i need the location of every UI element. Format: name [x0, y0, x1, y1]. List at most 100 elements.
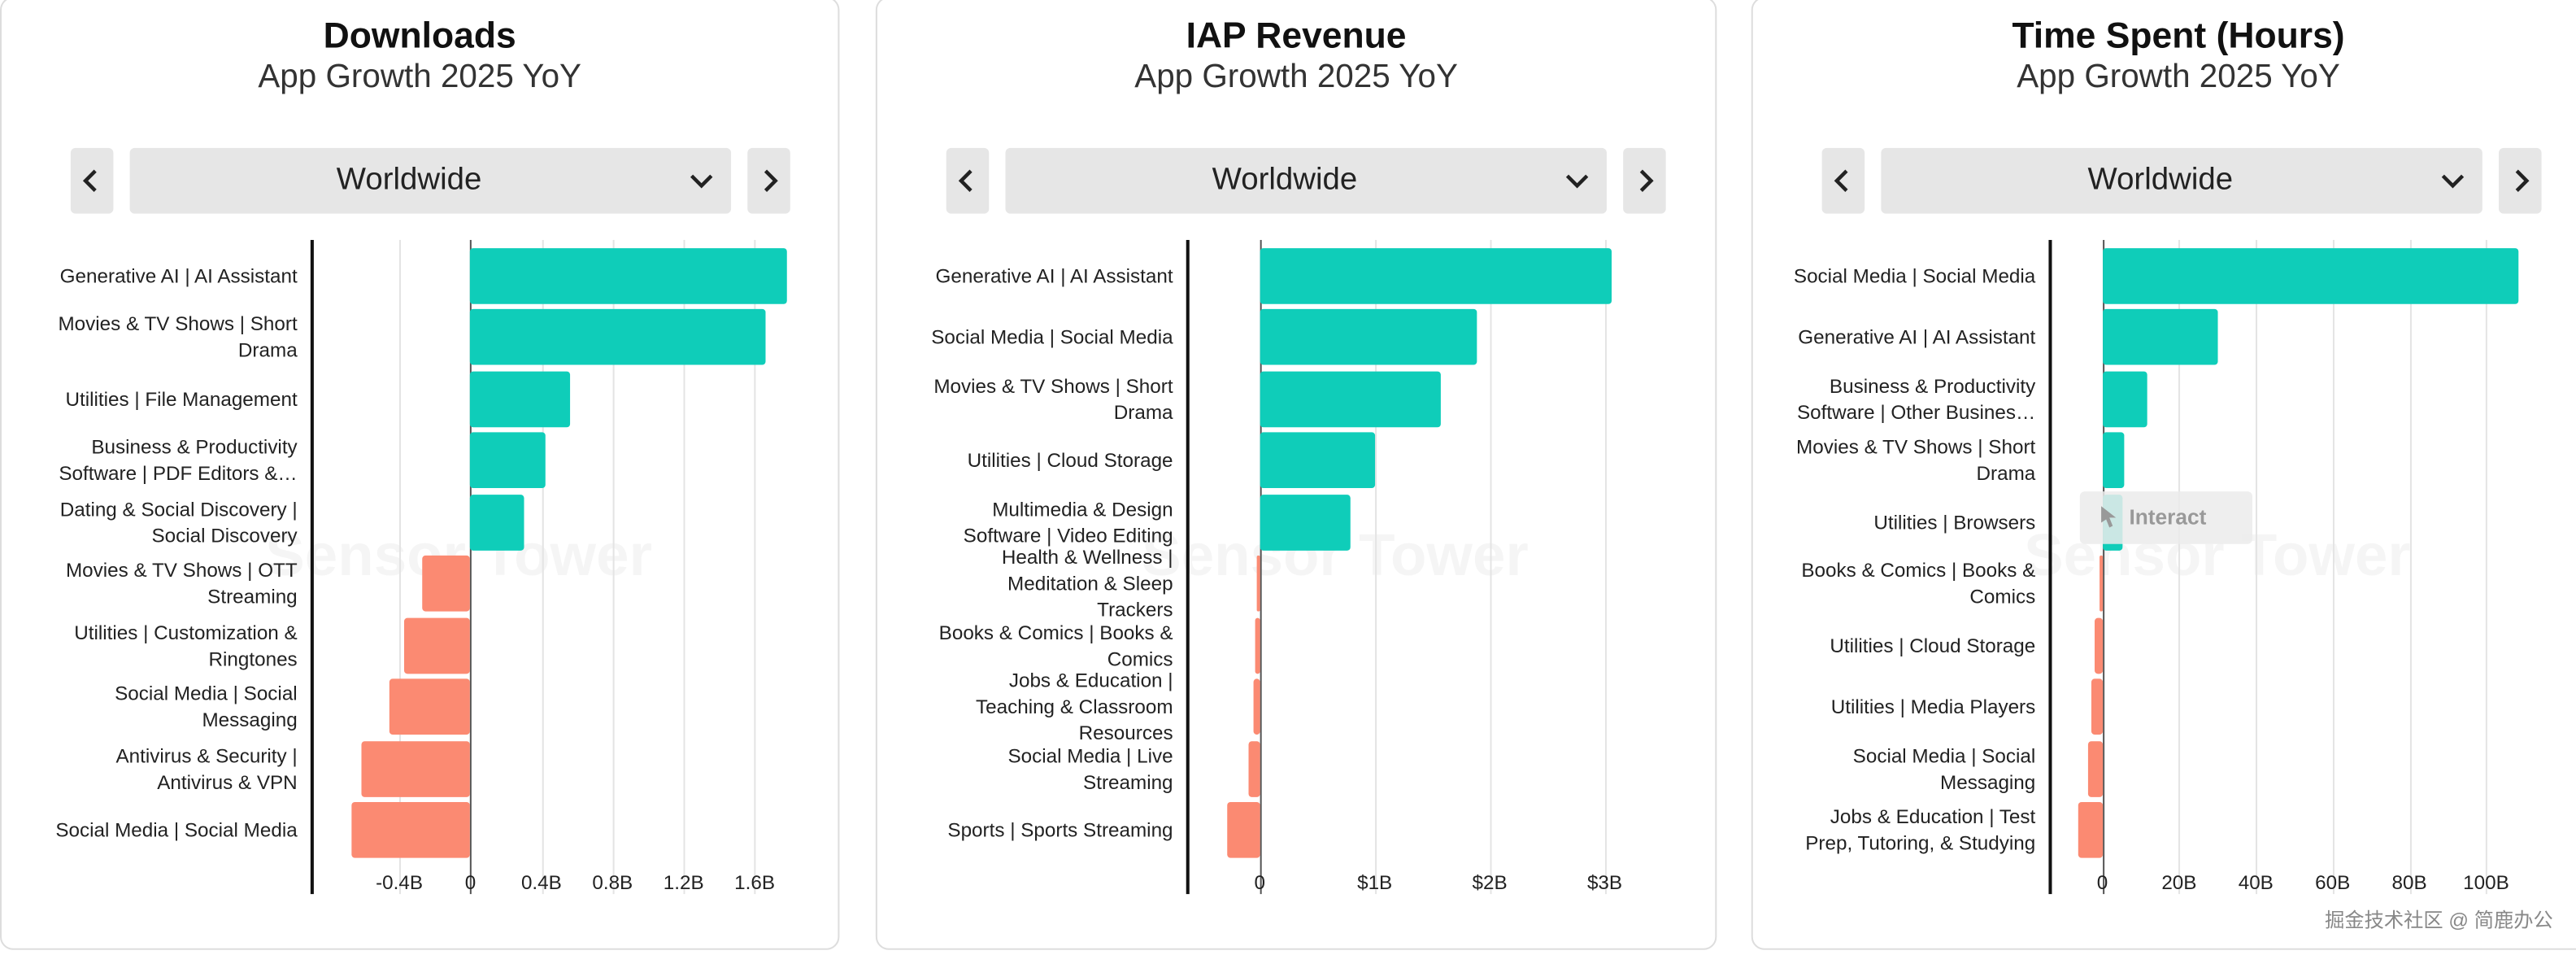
grid-line [2409, 239, 2412, 895]
grid-line [683, 239, 685, 895]
panel: Sensor TowerTime Spent (Hours)App Growth… [1751, 0, 2576, 950]
dropdown-icon [685, 148, 718, 222]
category-label: Utilities | Cloud Storage [967, 449, 1173, 473]
category-label: Multimedia & Design Software | Video Edi… [963, 497, 1173, 547]
category-label: Social Media | Social Media [931, 325, 1173, 349]
bar [2077, 802, 2103, 859]
bar [2102, 309, 2218, 366]
category-label: Books & Comics | Books & Comics [1801, 559, 2036, 609]
category-label: Utilities | Browsers [1873, 510, 2036, 534]
grid-line [541, 239, 543, 895]
bar [470, 247, 787, 304]
chart-title: IAP Revenue [1186, 15, 1407, 56]
prev-button[interactable] [946, 147, 990, 214]
bar [1248, 740, 1260, 797]
x-tick-label: 1.6B [734, 870, 776, 895]
bar [1260, 309, 1477, 366]
tooltip[interactable]: Interact [2079, 491, 2252, 544]
x-tick-label: 80B [2391, 870, 2427, 895]
x-tick-label: -0.4B [376, 870, 424, 895]
x-tick-label: 0.8B [592, 870, 633, 895]
bar [2091, 678, 2103, 735]
x-tick-label: 0.4B [520, 870, 562, 895]
zero-line [470, 239, 472, 895]
chart-subtitle: App Growth 2025 YoY [2017, 59, 2340, 96]
region-dropdown[interactable]: Worldwide [1881, 147, 2482, 214]
grid-line [2486, 239, 2488, 895]
bar [388, 678, 471, 735]
category-label: Generative AI | AI Assistant [935, 264, 1173, 288]
category-label: Generative AI | AI Assistant [1798, 325, 2036, 349]
x-tick-label: 0 [2096, 870, 2108, 895]
grid-line [2256, 239, 2258, 895]
region-dropdown[interactable]: Worldwide [1005, 147, 1607, 214]
category-label: Generative AI | AI Assistant [59, 264, 298, 288]
x-tick-label: $2B [1472, 870, 1508, 895]
x-tick-label: 1.2B [663, 870, 704, 895]
category-label: Social Media | Live Streaming [1007, 744, 1173, 794]
x-tick-label: 40B [2238, 870, 2274, 895]
zero-line [1260, 239, 1262, 895]
tooltip-label: Interact [2129, 504, 2207, 530]
bar [362, 740, 471, 797]
category-label: Books & Comics | Books & Comics [938, 621, 1173, 670]
grid-line [612, 239, 615, 895]
category-label: Social Media | Social Messaging [1852, 744, 2036, 794]
bar [1260, 371, 1441, 427]
category-label: Social Media | Social Messaging [115, 682, 298, 732]
chart-subtitle: App Growth 2025 YoY [258, 59, 582, 96]
grid-line [2178, 239, 2181, 895]
bar [1255, 617, 1260, 674]
bar [404, 617, 471, 674]
footer: 掘金技术社区 @ 简鹿办公 [2325, 909, 2553, 932]
next-button[interactable] [2499, 147, 2542, 214]
category-label: Movies & TV Shows | Short Drama [933, 374, 1173, 424]
bar [1252, 678, 1260, 735]
category-label: Utilities | Cloud Storage [1830, 634, 2036, 657]
prev-button[interactable] [70, 147, 114, 214]
bar [470, 432, 546, 489]
category-label: Utilities | Media Players [1830, 696, 2036, 719]
bar [422, 556, 471, 613]
bar [1260, 247, 1612, 304]
grid-line [1374, 239, 1377, 895]
category-label: Sports | Sports Streaming [947, 818, 1173, 842]
next-button[interactable] [1623, 147, 1666, 214]
bar [2102, 247, 2519, 304]
bar [1255, 556, 1260, 613]
region-dropdown[interactable]: Worldwide [129, 147, 732, 214]
category-label: Jobs & Education | Teaching & Classroom … [975, 669, 1173, 745]
bar [2087, 740, 2103, 797]
bar [470, 494, 524, 551]
category-label: Social Media | Social Media [55, 818, 298, 842]
panel: Sensor TowerDownloadsApp Growth 2025 YoY… [0, 0, 840, 950]
category-label: Utilities | Customization & Ringtones [74, 621, 298, 670]
dropdown-icon [1560, 148, 1593, 222]
bar [470, 371, 570, 427]
category-label: Movies & TV Shows | Short Drama [58, 312, 298, 362]
category-label: Antivirus & Security | Antivirus & VPN [115, 744, 298, 794]
category-label: Jobs & Education | Test Prep, Tutoring, … [1805, 805, 2036, 856]
chart-title: Downloads [323, 15, 516, 56]
dropdown-label: Worldwide [2087, 163, 2234, 198]
grid-line [399, 239, 402, 895]
x-tick-label: 100B [2463, 870, 2509, 895]
x-tick-label: $1B [1357, 870, 1393, 895]
x-tick-label: 20B [2161, 870, 2197, 895]
x-tick-label: 0 [464, 870, 476, 895]
axis-line [310, 239, 314, 895]
grid-line [2332, 239, 2334, 895]
dropdown-icon [2436, 148, 2469, 222]
x-tick-label: $3B [1586, 870, 1623, 895]
category-label: Movies & TV Shows | OTT Streaming [65, 559, 298, 609]
prev-button[interactable] [1821, 147, 1865, 214]
grid-line [1490, 239, 1492, 895]
category-label: Business & Productivity Software | PDF E… [59, 435, 298, 486]
category-label: Utilities | File Management [65, 387, 298, 411]
next-button[interactable] [747, 147, 790, 214]
category-label: Movies & TV Shows | Short Drama [1796, 435, 2036, 486]
bar [470, 309, 766, 366]
axis-line [2048, 239, 2052, 895]
